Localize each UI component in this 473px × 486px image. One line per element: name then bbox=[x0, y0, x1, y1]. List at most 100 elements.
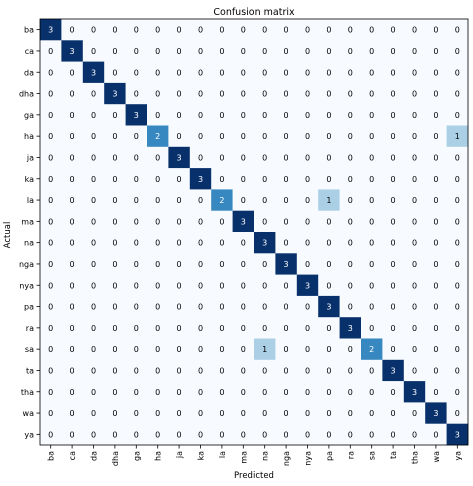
cell-value-label: 0 bbox=[177, 68, 182, 77]
heatmap-cell bbox=[189, 210, 212, 233]
heatmap-cell bbox=[61, 125, 84, 148]
heatmap-cell bbox=[189, 381, 212, 403]
heatmap-cell bbox=[189, 125, 212, 148]
cell-value-label: 0 bbox=[134, 430, 139, 439]
cell-value-label: 0 bbox=[391, 281, 396, 290]
cell-value-label: 0 bbox=[219, 324, 224, 333]
cell-value-label: 0 bbox=[391, 68, 396, 77]
cell-value-label: 0 bbox=[412, 26, 417, 35]
heatmap-cell bbox=[296, 295, 319, 318]
heatmap-cell bbox=[40, 189, 62, 211]
cell-value-label: 0 bbox=[455, 26, 460, 35]
cell-value-label: 0 bbox=[112, 26, 117, 35]
heatmap-cell bbox=[446, 402, 469, 424]
heatmap-cell bbox=[147, 338, 169, 361]
heatmap-cell bbox=[318, 146, 340, 169]
cell-value-label: 0 bbox=[70, 366, 75, 375]
heatmap-cell bbox=[361, 253, 383, 275]
heatmap-cell bbox=[382, 189, 405, 211]
cell-value-label: 0 bbox=[198, 324, 203, 333]
heatmap-cell bbox=[211, 423, 233, 446]
heatmap-cell bbox=[104, 423, 126, 446]
heatmap-cell bbox=[275, 40, 298, 62]
cell-value-label: 0 bbox=[391, 260, 396, 269]
heatmap-cell bbox=[446, 274, 469, 297]
x-tick-label: nga bbox=[282, 451, 291, 466]
heatmap-cell bbox=[147, 146, 169, 169]
heatmap-cell bbox=[125, 381, 148, 403]
cell-value-label: 0 bbox=[305, 409, 310, 418]
cell-value-label: 0 bbox=[198, 239, 203, 248]
cell-value-label: 0 bbox=[219, 281, 224, 290]
x-tick-label: ya bbox=[453, 451, 462, 461]
cell-value-label: 0 bbox=[177, 175, 182, 184]
cell-value-label: 0 bbox=[326, 217, 331, 226]
heatmap-cell bbox=[147, 381, 169, 403]
cell-value-label: 0 bbox=[412, 430, 417, 439]
heatmap-cell bbox=[147, 40, 169, 62]
cell-value-label: 0 bbox=[198, 260, 203, 269]
y-tick-label: ha bbox=[24, 132, 34, 141]
heatmap-cell bbox=[382, 40, 405, 62]
cell-value-label: 0 bbox=[412, 409, 417, 418]
cell-value-label: 0 bbox=[219, 26, 224, 35]
heatmap-cell bbox=[125, 104, 148, 126]
cell-value-label: 0 bbox=[241, 132, 246, 141]
cell-value-label: 0 bbox=[391, 303, 396, 312]
y-tick-label: nya bbox=[19, 281, 34, 290]
cell-value-label: 0 bbox=[369, 366, 374, 375]
heatmap-cell bbox=[232, 61, 255, 84]
heatmap-cell bbox=[147, 168, 169, 190]
heatmap-cell bbox=[339, 381, 362, 403]
cell-value-label: 0 bbox=[91, 196, 96, 205]
heatmap-cell bbox=[254, 295, 276, 318]
cell-value-label: 0 bbox=[391, 196, 396, 205]
cell-value-label: 0 bbox=[70, 132, 75, 141]
heatmap-cell bbox=[232, 104, 255, 126]
x-tick-label: ta bbox=[389, 451, 398, 459]
cell-value-label: 0 bbox=[455, 324, 460, 333]
cell-value-label: 0 bbox=[262, 388, 267, 397]
heatmap-cell bbox=[82, 232, 105, 254]
cell-value-label: 3 bbox=[391, 366, 396, 375]
y-tick-label: ja bbox=[26, 153, 34, 162]
cell-value-label: 0 bbox=[48, 409, 53, 418]
cell-value-label: 0 bbox=[241, 345, 246, 354]
cell-value-label: 0 bbox=[262, 47, 267, 56]
heatmap-cell bbox=[40, 359, 62, 382]
heatmap-cell bbox=[232, 146, 255, 169]
heatmap-cell bbox=[382, 423, 405, 446]
cell-value-label: 0 bbox=[262, 260, 267, 269]
heatmap-cell bbox=[211, 125, 233, 148]
heatmap-cell bbox=[382, 82, 405, 105]
cell-value-label: 0 bbox=[70, 409, 75, 418]
cell-value-label: 0 bbox=[219, 260, 224, 269]
cell-value-label: 0 bbox=[177, 47, 182, 56]
cell-value-label: 0 bbox=[241, 90, 246, 99]
cell-value-label: 0 bbox=[284, 281, 289, 290]
heatmap-cell bbox=[82, 189, 105, 211]
cell-value-label: 0 bbox=[433, 430, 438, 439]
cell-value-label: 0 bbox=[391, 430, 396, 439]
cell-value-label: 0 bbox=[305, 388, 310, 397]
cell-value-label: 0 bbox=[305, 90, 310, 99]
cell-value-label: 0 bbox=[455, 239, 460, 248]
heatmap-cell bbox=[189, 104, 212, 126]
heatmap-cell bbox=[446, 338, 469, 361]
heatmap-cell bbox=[82, 104, 105, 126]
cell-value-label: 0 bbox=[70, 345, 75, 354]
cell-value-label: 0 bbox=[198, 303, 203, 312]
heatmap-cell bbox=[339, 317, 362, 339]
heatmap-cell bbox=[403, 146, 426, 169]
heatmap-cell bbox=[61, 423, 84, 446]
cell-value-label: 0 bbox=[348, 26, 353, 35]
cell-value-label: 0 bbox=[91, 260, 96, 269]
cell-value-label: 0 bbox=[348, 303, 353, 312]
cell-value-label: 3 bbox=[305, 281, 310, 290]
cell-value-label: 0 bbox=[455, 47, 460, 56]
x-tick-label: da bbox=[90, 451, 99, 461]
cell-value-label: 0 bbox=[412, 217, 417, 226]
cell-value-label: 0 bbox=[134, 175, 139, 184]
cell-value-label: 0 bbox=[433, 345, 438, 354]
cell-value-label: 0 bbox=[412, 90, 417, 99]
